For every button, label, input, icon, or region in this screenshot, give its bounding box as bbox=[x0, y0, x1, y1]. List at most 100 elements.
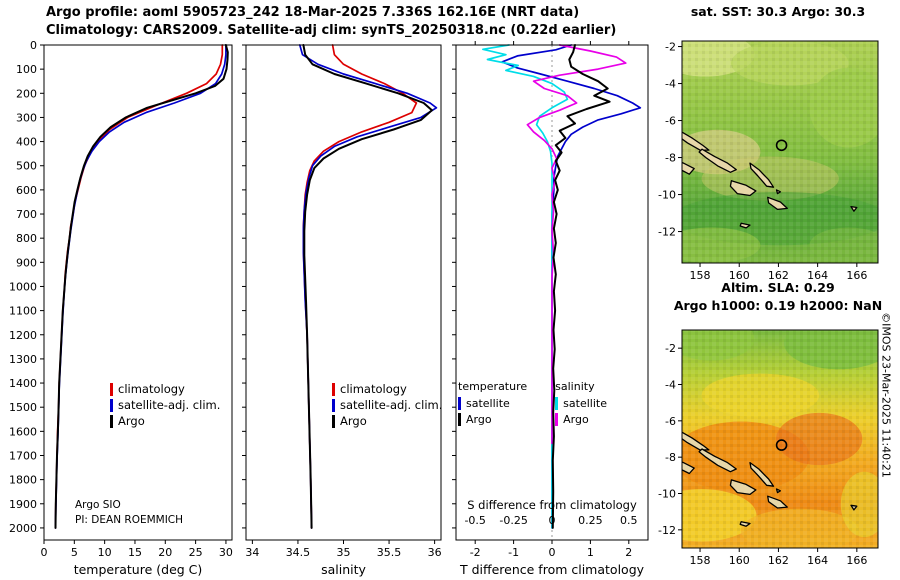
tick-label: 0 bbox=[41, 546, 48, 559]
island-shape bbox=[729, 479, 757, 496]
tick-label: 600 bbox=[16, 184, 37, 197]
x-axis-label: T difference from climatology bbox=[459, 562, 645, 577]
tick-label: 2 bbox=[625, 546, 632, 559]
tick-label: 158 bbox=[690, 269, 711, 280]
legend-item-climatology: climatology bbox=[110, 381, 220, 397]
sst-map: 158 160 162 164 166 -2 -4 -6 -8 -10 -12 bbox=[658, 40, 879, 280]
salinity-profile-chart: 34 34.5 35 35.5 36 salinity bbox=[242, 44, 442, 577]
tick-label: -8 bbox=[665, 451, 676, 464]
tick-label: 700 bbox=[16, 208, 37, 221]
tick-label: 0.5 bbox=[620, 514, 638, 527]
tick-label: -10 bbox=[658, 488, 676, 501]
legend-label: climatology bbox=[118, 382, 185, 396]
t-argo-line-swatch bbox=[458, 412, 461, 426]
x-axis-label: temperature (deg C) bbox=[74, 562, 203, 577]
map-border bbox=[681, 40, 879, 264]
tick-label: 160 bbox=[729, 554, 750, 567]
tick-label: 34 bbox=[245, 546, 259, 559]
tick-label: -1 bbox=[508, 546, 519, 559]
tick-label: -12 bbox=[658, 524, 676, 537]
island-shape bbox=[749, 461, 775, 487]
island-shape bbox=[749, 162, 775, 188]
profile-line-sal_argo bbox=[526, 44, 627, 445]
org-note: Argo SIO bbox=[75, 499, 121, 511]
tick-label: 35 bbox=[337, 546, 351, 559]
island-shape bbox=[850, 504, 858, 511]
legend-label: satellite-adj. clim. bbox=[118, 398, 221, 412]
plot-border bbox=[43, 44, 233, 541]
profile-line-argo bbox=[302, 44, 433, 529]
profile-line-climatology bbox=[302, 44, 418, 529]
tick-label: 1100 bbox=[9, 305, 37, 318]
tick-label: 35.5 bbox=[377, 546, 402, 559]
t-satellite-line-swatch bbox=[458, 396, 461, 410]
tick-label: -2 bbox=[470, 546, 481, 559]
pi-note: PI: DEAN ROEMMICH bbox=[75, 514, 184, 526]
tick-label: 0 bbox=[549, 546, 556, 559]
legend-item-t-argo: Argo bbox=[458, 411, 527, 427]
island-shape bbox=[775, 189, 782, 195]
tick-label: 800 bbox=[16, 232, 37, 245]
legend-label: Argo bbox=[466, 412, 492, 426]
tick-label: 162 bbox=[768, 554, 789, 567]
argo-line-swatch bbox=[332, 414, 335, 428]
legend-item-climatology: climatology bbox=[332, 381, 442, 397]
sla-map: 158 160 162 164 166 -2 -4 -6 -8 -10 -12 bbox=[658, 329, 879, 567]
sla-map-title: Altim. SLA: 0.29 bbox=[721, 280, 835, 295]
legend-item-satellite-clim: satellite-adj. clim. bbox=[110, 397, 220, 413]
tick-label: -4 bbox=[665, 379, 676, 392]
tick-label: -2 bbox=[665, 41, 676, 54]
legend-group-temperature: temperature satellite Argo bbox=[458, 379, 527, 427]
island-shape bbox=[682, 461, 695, 475]
tick-label: 166 bbox=[846, 269, 867, 280]
map-border bbox=[681, 329, 879, 549]
profile-line-climatology bbox=[54, 44, 224, 529]
tick-label: 100 bbox=[16, 63, 37, 76]
difference-chart-legend: temperature satellite Argo salinity sate… bbox=[458, 379, 607, 427]
tick-label: 200 bbox=[16, 87, 37, 100]
copyright-stamp: ©IMOS 23-Mar-2025 11:40:21 bbox=[876, 160, 896, 580]
tick-label: 164 bbox=[807, 269, 828, 280]
tick-label: 30 bbox=[219, 546, 233, 559]
tick-label: 25 bbox=[189, 546, 203, 559]
tick-label: -2 bbox=[665, 342, 676, 355]
temperature-chart-legend: climatology satellite-adj. clim. Argo bbox=[110, 381, 220, 429]
temperature-profile-chart: 0 5 10 15 20 25 300100200300400500600700800900… bbox=[9, 39, 233, 577]
argo-line-swatch bbox=[110, 414, 113, 428]
tick-label: 1 bbox=[587, 546, 594, 559]
figure-title: Argo profile: aoml 5905723_242 18-Mar-20… bbox=[46, 5, 580, 20]
tick-label: 166 bbox=[846, 554, 867, 567]
tick-label: 500 bbox=[16, 160, 37, 173]
tick-label: 0 bbox=[30, 39, 37, 52]
satellite-clim-line-swatch bbox=[332, 398, 335, 412]
island-shape bbox=[729, 180, 757, 197]
tick-label: 1200 bbox=[9, 329, 37, 342]
legend-label: satellite bbox=[563, 396, 607, 410]
tick-label: 1400 bbox=[9, 377, 37, 390]
climatology-line-swatch bbox=[110, 382, 113, 396]
profile-line-satellite bbox=[501, 44, 642, 529]
tick-label: 1500 bbox=[9, 401, 37, 414]
sla-map-subtitle: Argo h1000: 0.19 h2000: NaN bbox=[673, 298, 883, 313]
legend-label: climatology bbox=[340, 382, 407, 396]
tick-label: -12 bbox=[658, 226, 676, 239]
s-argo-line-swatch bbox=[555, 412, 559, 426]
legend-group-header: salinity bbox=[555, 380, 595, 393]
legend-item-t-satellite: satellite bbox=[458, 395, 527, 411]
island-shape bbox=[767, 196, 788, 211]
island-shape bbox=[850, 205, 858, 212]
tick-label: -10 bbox=[658, 189, 676, 202]
tick-label: -8 bbox=[665, 152, 676, 165]
tick-label: -6 bbox=[665, 115, 676, 128]
tick-label: 1700 bbox=[9, 449, 37, 462]
tick-label: 900 bbox=[16, 256, 37, 269]
legend-item-argo: Argo bbox=[110, 413, 220, 429]
tick-label: 400 bbox=[16, 136, 37, 149]
profile-line-satellite bbox=[54, 44, 227, 529]
tick-label: 0.25 bbox=[578, 514, 603, 527]
legend-label: satellite bbox=[466, 396, 510, 410]
tick-label: 10 bbox=[98, 546, 112, 559]
legend-label: Argo bbox=[563, 412, 589, 426]
tick-label: -6 bbox=[665, 415, 676, 428]
tick-label: 1800 bbox=[9, 474, 37, 487]
